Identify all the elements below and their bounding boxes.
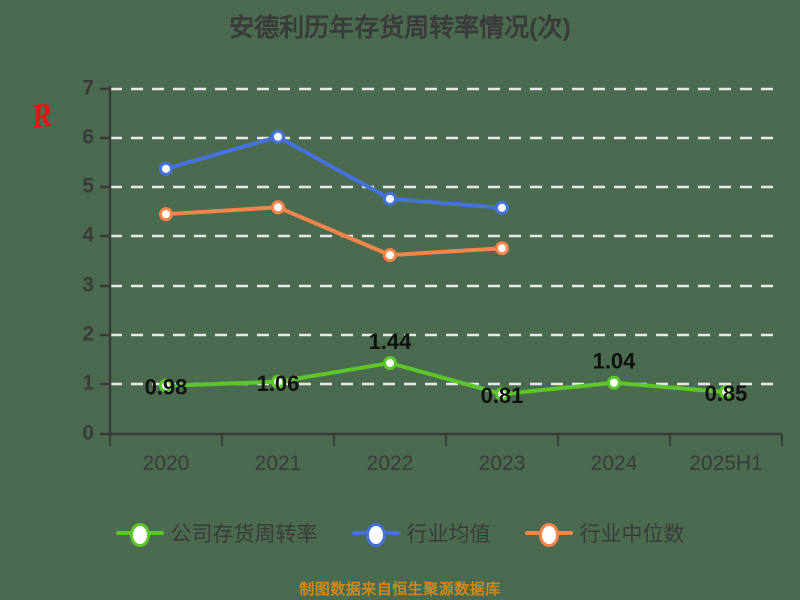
series-point-marker[interactable] xyxy=(719,385,733,400)
x-tick-label: 2021 xyxy=(255,452,302,475)
series-point-marker[interactable] xyxy=(271,129,285,144)
legend-marker-orange-icon xyxy=(524,522,573,547)
x-axis-labels: 2020 2021 2022 2023 2024 2025H1 xyxy=(143,452,763,475)
y-tick-label: 4 xyxy=(82,224,94,247)
series-point-marker[interactable] xyxy=(383,356,397,371)
data-point-labels: 0.98 1.06 1.44 0.81 1.04 0.85 xyxy=(145,329,748,408)
series-point-marker[interactable] xyxy=(495,387,509,402)
series-point-marker[interactable] xyxy=(159,378,173,393)
legend-marker-blue-icon xyxy=(351,522,400,547)
y-axis-labels: 7 6 5 4 3 2 1 0 xyxy=(82,77,94,445)
x-tick-label: 2025H1 xyxy=(689,452,763,475)
x-tick-label: 2023 xyxy=(479,452,526,475)
page-title: 安德利历年存货周转率情况(次) xyxy=(229,14,571,42)
series-line xyxy=(164,205,504,258)
y-axis-ticks xyxy=(100,87,110,436)
series-point-marker[interactable] xyxy=(159,161,173,176)
y-tick-label: 0 xyxy=(82,422,94,445)
legend-item-company[interactable]: 公司存货周转率 xyxy=(115,518,318,548)
series-point-marker[interactable] xyxy=(383,248,397,263)
legend-item-industry-average[interactable]: 行业均值 xyxy=(351,518,491,548)
series-point-marker[interactable] xyxy=(495,241,509,256)
series-line xyxy=(164,134,504,210)
data-point-label: 1.06 xyxy=(257,371,300,396)
source-note: 制图数据来自恒生聚源数据库 xyxy=(299,581,501,598)
legend-marker-green-icon xyxy=(115,522,164,547)
data-point-label: 1.44 xyxy=(369,329,413,354)
y-tick-label: 3 xyxy=(82,274,94,297)
series-point-marker[interactable] xyxy=(271,200,285,215)
chart-legend: 公司存货周转率 行业均值 行业中位数 xyxy=(0,518,800,548)
series-point-marker[interactable] xyxy=(383,191,397,206)
y-tick-label: 6 xyxy=(82,126,94,149)
legend-item-industry-median[interactable]: 行业中位数 xyxy=(524,518,685,548)
legend-label: 行业均值 xyxy=(406,523,491,546)
y-tick-label: 5 xyxy=(82,175,94,198)
x-tick-label: 2022 xyxy=(367,452,414,475)
line-chart-plot: 7 6 5 4 3 2 1 0 2020 2021 2022 2023 2024 xyxy=(82,77,783,475)
series-point-marker[interactable] xyxy=(495,200,509,215)
data-point-label: 0.85 xyxy=(705,381,748,406)
data-series-layer xyxy=(159,129,733,402)
x-tick-label: 2024 xyxy=(591,452,638,475)
series-line xyxy=(164,361,728,397)
data-point-label: 1.04 xyxy=(593,349,637,374)
data-point-label: 0.98 xyxy=(145,375,188,400)
gridlines xyxy=(110,87,782,386)
series-point-marker[interactable] xyxy=(159,207,173,222)
x-axis-ticks xyxy=(109,434,783,446)
y-tick-label: 2 xyxy=(82,323,94,346)
data-point-label: 0.81 xyxy=(481,383,524,408)
legend-label: 行业中位数 xyxy=(579,523,685,546)
x-tick-label: 2020 xyxy=(143,452,190,475)
y-tick-label: 7 xyxy=(82,77,94,100)
legend-label: 公司存货周转率 xyxy=(170,523,318,546)
series-point-marker[interactable] xyxy=(271,374,285,389)
series-point-marker[interactable] xyxy=(607,375,621,390)
y-tick-label: 1 xyxy=(82,372,94,395)
